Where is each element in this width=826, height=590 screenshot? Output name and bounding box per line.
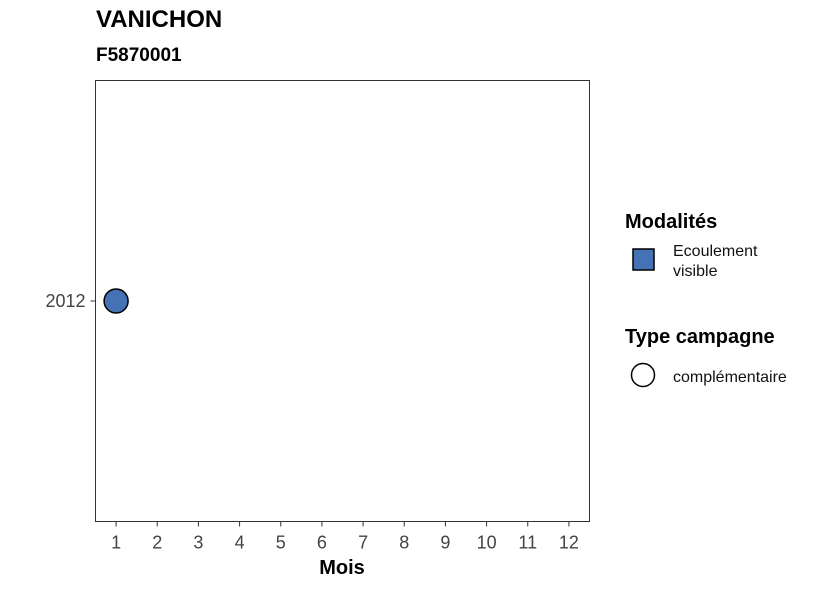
legend-modalites: Modalités Ecoulement visible [625, 211, 762, 280]
data-points [103, 288, 129, 314]
legend-title-type-campagne: Type campagne [625, 326, 775, 348]
x-tick-label: 11 [518, 533, 537, 553]
x-tick-label: 12 [559, 533, 579, 553]
x-tick-label: 4 [235, 533, 245, 553]
legend-title-modalites: Modalités [625, 211, 717, 233]
data-point [103, 288, 129, 314]
x-tick-label: 5 [276, 533, 286, 553]
legend-key-ecoulement-visible [632, 248, 655, 271]
x-tick-label: 2 [152, 533, 162, 553]
x-tick-label: 6 [317, 533, 327, 553]
x-tick-label: 1 [111, 533, 121, 553]
x-tick-label: 7 [358, 533, 368, 553]
y-axis: 2012 [45, 291, 96, 311]
legend-type-campagne: Type campagne complémentaire [625, 326, 787, 388]
legend-label-complementaire: complémentaire [673, 369, 787, 386]
x-axis: 1 2 3 4 5 6 7 8 9 10 11 12 [111, 521, 579, 553]
chart-title: VANICHON [96, 6, 223, 33]
x-tick-label: 3 [193, 533, 203, 553]
y-tick-label: 2012 [45, 291, 85, 311]
plot-panel [95, 80, 590, 522]
x-tick-label: 9 [440, 533, 450, 553]
legend-key-complementaire [630, 362, 656, 388]
chart-subtitle: F5870001 [96, 45, 182, 66]
x-axis-title: Mois [319, 557, 365, 579]
x-tick-label: 10 [477, 533, 497, 553]
x-tick-label: 8 [399, 533, 409, 553]
legend-label-ecoulement-visible: Ecoulement visible [673, 243, 762, 280]
